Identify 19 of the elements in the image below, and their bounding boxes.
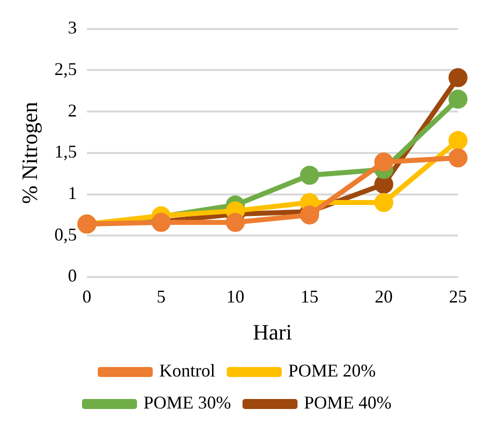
y-tick-label: 2,5 [54,58,77,79]
x-tick-label: 15 [300,286,319,307]
y-tick-label: 0,5 [54,224,77,244]
y-tick-label: 3 [68,18,77,38]
x-axis-title: Hari [252,320,292,345]
y-tick-label: 0 [68,266,77,286]
legend-label: Kontrol [159,360,216,381]
y-tick-label: 1,5 [54,142,77,162]
x-tick-label: 0 [82,286,92,307]
legend-label: POME 20% [288,360,376,381]
y-tick-label: 1 [68,183,77,203]
legend-label: POME 40% [304,392,392,413]
y-axis-title: % Nitrogen [16,102,42,204]
legend-label: POME 30% [143,392,232,413]
y-tick-label: 2 [68,100,77,120]
x-tick-label: 20 [374,286,393,307]
x-tick-label: 5 [156,286,166,307]
x-tick-label: 25 [449,286,467,307]
x-tick-label: 10 [226,286,244,307]
